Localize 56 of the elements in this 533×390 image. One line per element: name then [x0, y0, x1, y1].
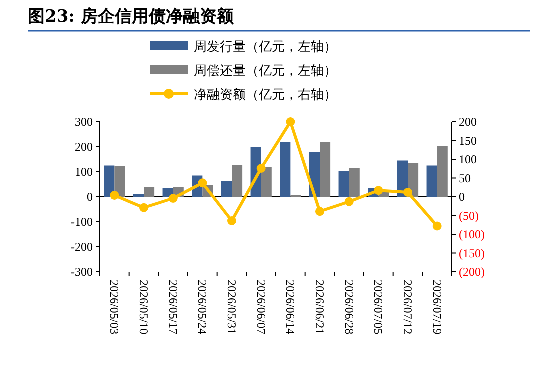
legend-label: 周偿还量（亿元，左轴）	[194, 64, 337, 79]
bar	[280, 142, 291, 197]
x-tick-label: 2026/06/14	[284, 280, 298, 335]
y-tick-label: 100	[75, 165, 93, 179]
x-tick-label: 2026/06/28	[342, 280, 356, 335]
point	[374, 186, 384, 196]
point	[140, 203, 148, 212]
x-tick-label: 2026/05/31	[225, 280, 239, 335]
point	[198, 178, 208, 188]
y2-tick-label: (200)	[459, 265, 485, 279]
point	[110, 191, 120, 200]
y-tick-label: 0	[87, 190, 93, 204]
bar	[338, 171, 350, 197]
y2-tick-label: 50	[459, 171, 471, 186]
bar	[232, 165, 243, 197]
bar	[114, 166, 126, 197]
x-tick-label: 2026/07/12	[401, 280, 415, 335]
point	[404, 188, 412, 197]
x-tick-label: 2026/07/19	[430, 280, 444, 335]
y-tick-label: -200	[71, 240, 93, 254]
bar	[320, 142, 331, 197]
x-tick-label: 2026/07/05	[372, 280, 386, 335]
bar	[261, 167, 272, 197]
point	[344, 197, 354, 206]
y2-tick-label: 0	[459, 190, 465, 204]
legend-label: 净融资额（亿元，右轴）	[194, 88, 337, 103]
y2-tick-label: 100	[459, 152, 477, 166]
x-tick-label: 2026/05/10	[137, 280, 151, 335]
y-tick-label: -100	[71, 215, 93, 229]
bar	[426, 166, 438, 197]
legend-label: 周发行量（亿元，左轴）	[194, 40, 337, 55]
y-tick-label: 300	[75, 115, 93, 129]
bar	[104, 166, 115, 197]
y2-tick-label: 150	[459, 134, 477, 148]
point	[432, 222, 442, 231]
bar	[144, 188, 155, 197]
bar	[349, 168, 360, 197]
chart-title: 图23: 房企信用债净融资额	[28, 7, 235, 27]
point	[256, 164, 266, 173]
y-tick-label: 200	[75, 140, 93, 154]
bar	[221, 181, 232, 197]
x-tick-label: 2026/05/24	[196, 280, 210, 335]
y2-tick-label: 200	[459, 115, 477, 129]
point	[228, 216, 236, 226]
bar	[437, 146, 448, 197]
point	[286, 118, 296, 126]
x-tick-label: 2026/06/21	[313, 280, 327, 335]
y2-tick-label: (100)	[459, 228, 485, 242]
y-tick-label: -300	[71, 265, 93, 279]
x-tick-label: 2026/06/07	[254, 280, 268, 335]
y2-tick-label: (50)	[459, 208, 479, 223]
x-tick-label: 2026/05/03	[108, 280, 122, 335]
x-tick-label: 2026/05/17	[166, 280, 180, 335]
point	[316, 207, 324, 216]
y2-tick-label: (150)	[459, 246, 485, 260]
point	[168, 194, 178, 203]
